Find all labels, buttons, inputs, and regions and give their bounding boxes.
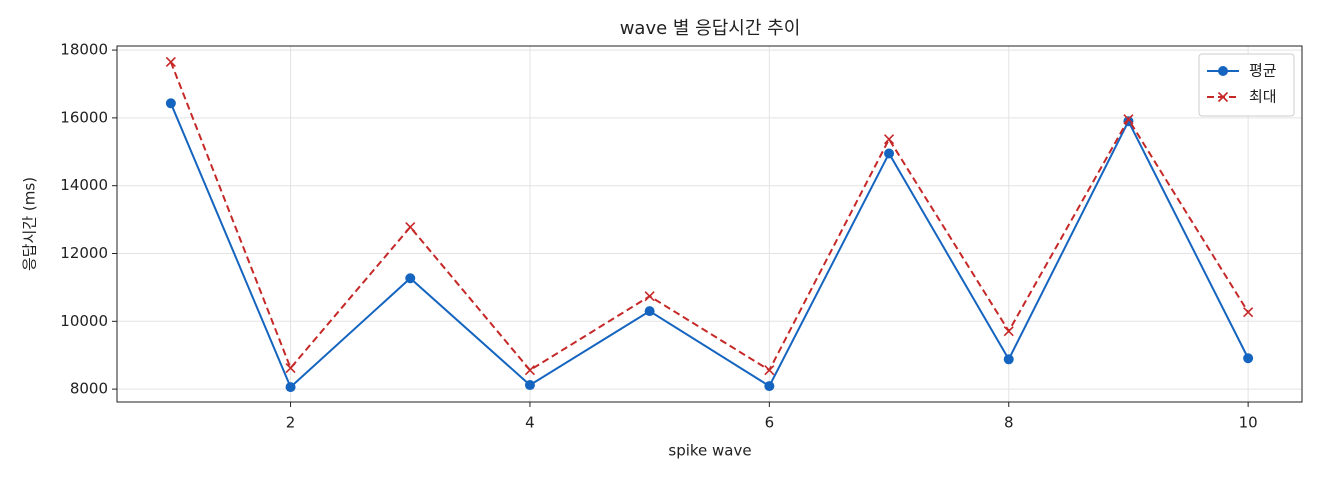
y-axis-label: 응답시간 (ms) [21,177,39,271]
data-point [764,365,775,376]
legend-marker [1217,91,1229,103]
data-point [524,380,535,391]
y-tick-label: 8000 [70,380,108,398]
y-tick-label: 16000 [60,108,108,126]
y-tick-label: 12000 [60,244,108,262]
legend-box [1198,53,1295,117]
data-point [644,306,655,317]
data-point [1003,326,1014,337]
data-point [285,363,296,374]
data-point [1123,114,1134,125]
x-tick-label: 6 [765,414,775,432]
data-point [165,98,176,109]
data-point [405,273,416,284]
plot-frame [116,45,1303,403]
x-tick-label: 4 [525,414,535,432]
x-axis-label: spike wave [668,442,751,460]
data-point [764,381,775,392]
data-point [405,221,416,233]
y-tick-label: 18000 [60,41,108,59]
legend-label: 평균 [1249,62,1277,80]
y-tick-label: 14000 [60,176,108,194]
data-point [644,291,655,302]
chart-title: wave 별 응답시간 추이 [620,18,801,39]
x-tick-label: 8 [1004,414,1014,432]
data-point [1243,307,1254,318]
data-point [165,56,176,68]
y-tick-label: 10000 [60,312,108,330]
x-tick-label: 10 [1239,414,1258,432]
data-point [1003,354,1014,365]
series-line [169,102,1250,389]
legend-label: 최대 [1249,88,1277,106]
data-point [1243,353,1254,364]
data-point [285,382,296,393]
data-point [883,134,895,145]
legend-marker [1218,66,1228,76]
data-point [524,365,536,376]
series-line [169,61,1249,372]
data-point [884,148,895,159]
x-tick-label: 2 [286,414,296,432]
